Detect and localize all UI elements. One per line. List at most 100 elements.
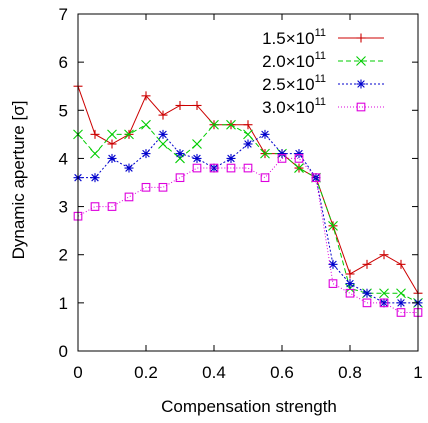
marker-stroke [357, 80, 365, 88]
data-point [396, 259, 406, 269]
marker-stroke [193, 154, 201, 163]
y-tick-label: 1 [59, 294, 68, 313]
marker-stroke [90, 202, 100, 211]
legend-entry: 2.0×1011 [262, 50, 384, 71]
series-2 [73, 119, 423, 308]
x-tick-label: 0.8 [338, 363, 362, 382]
data-point [277, 154, 287, 163]
legend-entry: 1.5×1011 [262, 27, 384, 48]
plot-area [73, 81, 423, 317]
data-point [243, 139, 253, 149]
data-point [328, 259, 338, 269]
marker-stroke [261, 130, 269, 139]
data-point [294, 149, 304, 159]
marker-stroke [396, 288, 406, 299]
legend-marker [356, 102, 366, 112]
data-point [243, 129, 253, 140]
data-point [192, 100, 202, 110]
data-point [158, 129, 168, 139]
data-point [379, 298, 389, 308]
y-tick-label: 5 [59, 101, 68, 120]
y-tick-label: 2 [59, 246, 68, 265]
x-tick-label: 0 [73, 363, 82, 382]
marker-stroke [379, 298, 389, 308]
y-tick-label: 6 [59, 53, 68, 72]
marker-stroke [346, 279, 354, 288]
legend-marker [356, 79, 366, 89]
marker-stroke [260, 173, 270, 183]
data-point [379, 250, 389, 260]
marker-stroke [107, 202, 117, 211]
marker-stroke [226, 163, 236, 173]
data-point [379, 288, 389, 299]
data-point [362, 298, 372, 308]
marker-stroke [227, 154, 235, 163]
marker-stroke [277, 154, 287, 163]
x-axis-title: Compensation strength [161, 397, 337, 416]
marker-stroke [295, 149, 303, 158]
marker-stroke [141, 119, 151, 130]
marker-stroke [142, 149, 150, 158]
marker-stroke [362, 298, 372, 308]
marker-stroke [90, 148, 100, 159]
legend-marker [356, 56, 366, 66]
x-tick-label: 0.6 [270, 363, 294, 382]
marker-stroke [345, 288, 355, 298]
data-point [260, 148, 270, 159]
data-point [107, 129, 117, 140]
plot-frame [77, 13, 419, 352]
data-point [260, 129, 270, 139]
marker-stroke [158, 139, 168, 149]
marker-stroke [379, 288, 389, 299]
data-point [226, 153, 236, 163]
y-tick-label: 0 [59, 342, 68, 361]
series-line [78, 133, 418, 304]
data-point [294, 163, 304, 173]
data-point [345, 269, 355, 279]
data-point [379, 298, 389, 308]
marker-stroke [243, 129, 253, 140]
data-point [209, 119, 219, 130]
legend-label: 1.5×1011 [262, 27, 326, 48]
data-point [158, 139, 168, 149]
data-point [192, 153, 202, 163]
marker-stroke [243, 163, 253, 173]
data-point [328, 279, 338, 288]
series-4 [73, 154, 423, 317]
data-point [243, 163, 253, 173]
data-point [226, 163, 236, 173]
data-point [107, 153, 117, 163]
data-point [90, 173, 100, 183]
marker-stroke [125, 164, 133, 172]
data-point [396, 298, 406, 308]
data-point [175, 149, 185, 159]
x-tick-label: 0.4 [202, 363, 226, 382]
marker-stroke [244, 140, 252, 148]
marker-stroke [158, 182, 168, 192]
data-point [396, 308, 406, 317]
marker-stroke [209, 119, 219, 130]
data-point [90, 202, 100, 211]
marker-stroke [159, 130, 167, 139]
marker-stroke [328, 220, 338, 231]
data-point [345, 288, 355, 298]
marker-stroke [294, 163, 304, 173]
data-point [124, 163, 134, 173]
data-point [192, 163, 202, 173]
marker-stroke [328, 279, 338, 288]
marker-stroke [380, 299, 388, 307]
marker-stroke [356, 56, 366, 66]
marker-stroke [124, 129, 134, 140]
y-tick-label: 3 [59, 198, 68, 217]
data-point [362, 259, 372, 269]
marker-stroke [175, 173, 185, 183]
data-point [141, 119, 151, 130]
legend-label: 2.0×1011 [262, 50, 326, 71]
marker-stroke [260, 148, 270, 159]
series-line [77, 124, 419, 304]
y-tick-label: 7 [59, 5, 68, 24]
data-point [396, 288, 406, 299]
